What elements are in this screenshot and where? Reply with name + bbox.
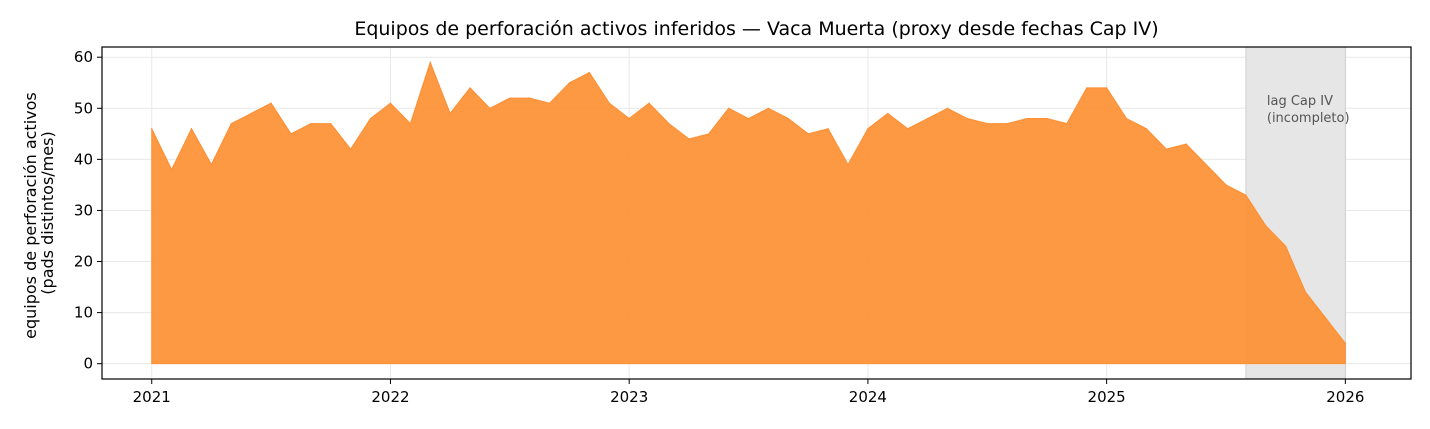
data-point <box>708 133 710 135</box>
data-point <box>1344 342 1346 344</box>
y-tick-label: 50 <box>74 99 93 117</box>
data-point <box>867 128 869 130</box>
data-point <box>807 133 809 135</box>
data-point <box>787 117 789 120</box>
data-point <box>887 112 889 114</box>
data-point <box>1145 128 1148 130</box>
shaded-region-annotation: lag Cap IV (incompleto) <box>1267 94 1350 126</box>
y-tick-label: 40 <box>74 150 93 168</box>
data-point <box>489 107 491 109</box>
y-tick-label: 0 <box>83 355 93 373</box>
data-point <box>986 123 988 125</box>
data-point <box>310 123 312 125</box>
data-point <box>688 138 690 140</box>
data-point <box>668 123 670 125</box>
x-tick-label: 2025 <box>1088 388 1126 406</box>
y-tick-label: 60 <box>74 48 93 66</box>
data-point <box>529 97 531 99</box>
x-tick-label: 2024 <box>849 388 887 406</box>
data-point <box>966 117 968 120</box>
data-point <box>151 128 153 130</box>
data-point <box>847 163 849 166</box>
data-point <box>1205 163 1207 166</box>
data-point <box>171 168 173 171</box>
data-point <box>728 107 730 109</box>
annotation-line: lag Cap IV <box>1267 94 1333 109</box>
data-point <box>1185 143 1187 145</box>
data-point <box>509 97 511 99</box>
data-point <box>409 123 411 125</box>
y-axis: 0 10 20 30 40 50 60 <box>74 48 102 373</box>
data-point <box>628 117 630 120</box>
data-point <box>1285 245 1287 247</box>
data-point <box>1225 184 1227 186</box>
data-point <box>1165 148 1167 150</box>
data-point <box>946 107 949 109</box>
data-point <box>270 102 272 104</box>
y-tick-label: 20 <box>74 253 93 271</box>
data-point <box>210 163 213 166</box>
y-tick-label: 10 <box>74 304 93 322</box>
x-tick-label: 2021 <box>133 388 171 406</box>
plot-frame <box>101 46 1412 380</box>
data-point <box>568 82 571 84</box>
data-point <box>1086 87 1088 89</box>
y-axis-label-line-1: equipos de perforación activos <box>21 92 40 339</box>
data-point <box>648 102 650 104</box>
y-axis-label: equipos de perforación activos (pads dis… <box>21 87 57 339</box>
chart-title: Equipos de perforación activos inferidos… <box>354 18 1158 40</box>
data-point <box>1046 117 1048 120</box>
data-point <box>469 87 471 89</box>
data-point <box>1106 87 1108 89</box>
data-point <box>1125 117 1128 120</box>
data-point <box>827 128 829 130</box>
data-point <box>1006 123 1008 125</box>
data-point <box>190 128 193 130</box>
data-point <box>1026 117 1028 120</box>
data-point <box>369 117 372 120</box>
data-point <box>290 133 292 135</box>
data-point <box>1265 225 1267 227</box>
x-axis: 2021 2022 2023 2024 2025 2026 <box>133 379 1364 406</box>
y-axis-label-line-2: (pads distintos/mes) <box>38 131 57 294</box>
data-point <box>588 71 590 74</box>
data-point <box>250 112 252 114</box>
data-point <box>1304 291 1307 293</box>
y-tick-label: 30 <box>74 201 93 219</box>
data-point <box>1066 123 1068 125</box>
x-tick-label: 2023 <box>610 388 648 406</box>
data-point <box>230 123 232 125</box>
area-fill <box>151 60 1346 365</box>
data-point <box>350 148 352 150</box>
data-point <box>1245 194 1247 196</box>
x-tick-label: 2026 <box>1326 388 1364 406</box>
data-point <box>907 128 909 130</box>
data-point <box>330 123 332 125</box>
data-point <box>747 117 750 120</box>
data-point <box>767 107 770 109</box>
data-point <box>389 102 392 104</box>
data-point <box>608 102 610 104</box>
data-point <box>449 112 451 114</box>
annotation-line: (incompleto) <box>1267 111 1350 126</box>
area-series <box>151 60 1346 365</box>
data-point <box>926 117 929 120</box>
data-point <box>1324 317 1327 319</box>
x-tick-label: 2022 <box>371 388 409 406</box>
data-point <box>429 61 431 63</box>
data-point <box>549 102 551 104</box>
